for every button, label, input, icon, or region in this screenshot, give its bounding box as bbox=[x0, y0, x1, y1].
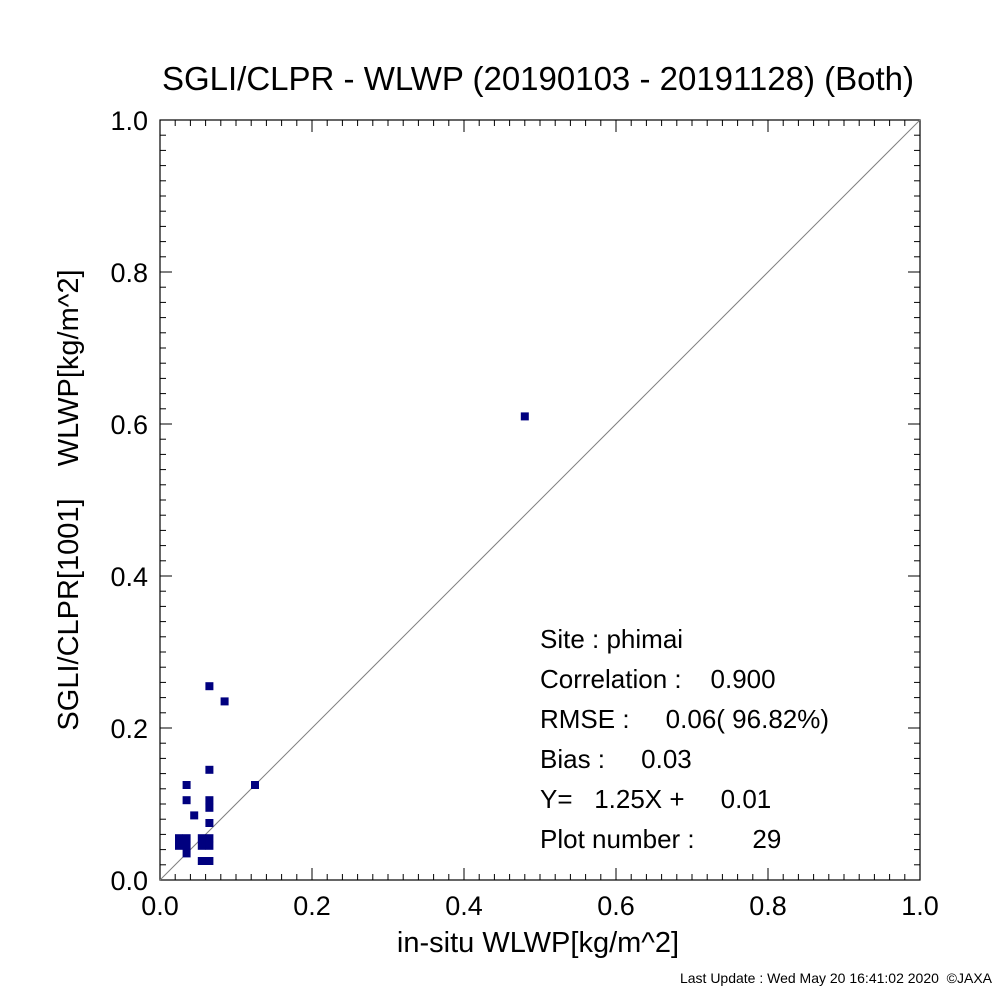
data-point bbox=[197, 857, 206, 865]
chart-title: SGLI/CLPR - WLWP (20190103 - 20191128) (… bbox=[162, 60, 914, 97]
stat-plot-number: Plot number : 29 bbox=[540, 824, 781, 854]
data-point bbox=[205, 765, 214, 774]
data-point bbox=[520, 412, 529, 421]
y-axis-label: SGLI/CLPR[1001] WLWP[kg/m^2] bbox=[53, 269, 85, 730]
x-tick-label: 1.0 bbox=[901, 891, 939, 921]
data-point bbox=[205, 841, 214, 850]
data-point bbox=[205, 682, 214, 691]
data-point bbox=[205, 803, 214, 812]
data-point bbox=[197, 841, 206, 850]
data-point bbox=[182, 781, 191, 789]
data-point bbox=[220, 697, 229, 706]
one-to-one-line bbox=[159, 119, 921, 881]
data-point bbox=[205, 796, 214, 805]
data-point bbox=[205, 819, 214, 827]
data-point bbox=[197, 834, 206, 843]
data-point bbox=[182, 796, 191, 805]
data-point bbox=[251, 781, 259, 789]
data-point bbox=[190, 811, 199, 820]
data-point bbox=[182, 849, 191, 858]
stat-fit: Y= 1.25X + 0.01 bbox=[540, 784, 771, 814]
y-tick-label: 1.0 bbox=[110, 106, 148, 136]
y-axis-ticks: 0.0 0.2 0.4 0.6 0.8 1.0 bbox=[110, 106, 920, 896]
data-point bbox=[205, 857, 214, 865]
stat-rmse: RMSE : 0.06( 96.82%) bbox=[540, 704, 829, 734]
x-tick-label: 0.0 bbox=[141, 891, 179, 921]
data-point bbox=[182, 834, 191, 843]
data-point bbox=[182, 841, 191, 850]
y-tick-label: 0.6 bbox=[110, 410, 148, 440]
stat-correlation: Correlation : 0.900 bbox=[540, 664, 776, 694]
last-update-footer: Last Update : Wed May 20 16:41:02 2020 ©… bbox=[680, 970, 993, 986]
y-tick-label: 0.4 bbox=[110, 562, 148, 592]
stat-site: Site : phimai bbox=[540, 624, 683, 654]
x-tick-label: 0.8 bbox=[749, 891, 787, 921]
data-point bbox=[175, 841, 183, 850]
y-tick-label: 0.8 bbox=[110, 258, 148, 288]
data-points bbox=[175, 412, 529, 865]
stat-bias: Bias : 0.03 bbox=[540, 744, 692, 774]
y-tick-label: 0.0 bbox=[110, 866, 148, 896]
x-tick-label: 0.2 bbox=[293, 891, 331, 921]
x-tick-label: 0.6 bbox=[597, 891, 635, 921]
x-tick-label: 0.4 bbox=[445, 891, 483, 921]
data-point bbox=[175, 834, 183, 843]
y-tick-label: 0.2 bbox=[110, 714, 148, 744]
x-axis-label: in-situ WLWP[kg/m^2] bbox=[397, 927, 679, 959]
data-point bbox=[205, 834, 214, 843]
x-axis-ticks: 0.0 0.2 0.4 0.6 0.8 1.0 bbox=[141, 120, 939, 921]
